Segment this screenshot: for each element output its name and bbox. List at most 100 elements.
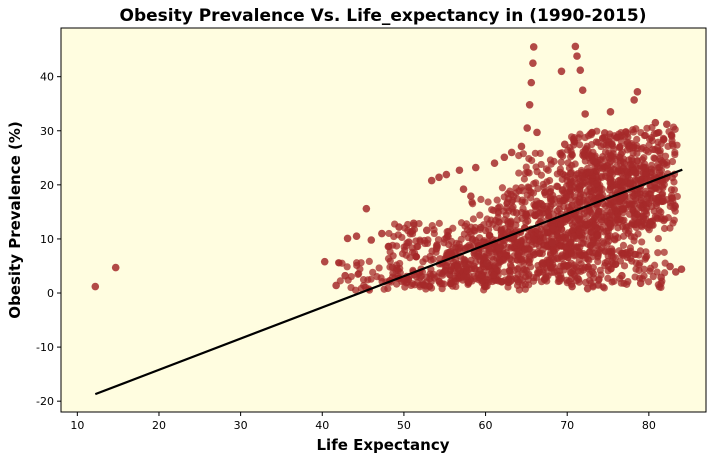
scatter-point xyxy=(406,230,414,238)
scatter-point xyxy=(656,163,664,171)
scatter-point xyxy=(600,228,608,236)
scatter-point xyxy=(564,159,572,167)
scatter-point xyxy=(320,257,329,266)
scatter-point xyxy=(343,234,352,243)
scatter-point xyxy=(594,231,602,239)
scatter-point xyxy=(442,170,451,179)
scatter-point xyxy=(364,276,372,284)
scatter-point xyxy=(547,160,555,168)
scatter-point xyxy=(352,232,361,241)
scatter-point xyxy=(656,155,664,163)
scatter-point xyxy=(541,222,549,231)
scatter-point xyxy=(504,217,512,226)
scatter-point xyxy=(537,237,545,245)
scatter-point xyxy=(627,179,635,187)
scatter-point xyxy=(524,217,532,225)
scatter-point xyxy=(343,263,351,271)
scatter-point xyxy=(417,272,425,281)
scatter-point xyxy=(644,148,652,156)
scatter-point xyxy=(491,216,500,225)
scatter-point xyxy=(655,128,663,137)
scatter-point xyxy=(532,206,540,214)
scatter-point xyxy=(630,96,638,104)
scatter-point xyxy=(435,173,443,182)
scatter-point xyxy=(525,101,534,109)
scatter-point xyxy=(500,207,508,215)
scatter-point xyxy=(460,255,468,264)
y-tick-label: 30 xyxy=(40,125,54,138)
scatter-point xyxy=(559,197,567,205)
scatter-point xyxy=(542,165,551,173)
scatter-point xyxy=(607,168,615,177)
scatter-point xyxy=(615,153,623,161)
scatter-point xyxy=(524,244,532,252)
scatter-point xyxy=(566,169,575,178)
scatter-point xyxy=(538,210,546,218)
scatter-point xyxy=(478,271,486,279)
scatter-point xyxy=(652,199,661,207)
scatter-point xyxy=(644,278,653,286)
scatter-point xyxy=(558,175,566,183)
scatter-point xyxy=(640,207,649,216)
scatter-point xyxy=(540,228,548,236)
scatter-point xyxy=(463,267,471,275)
scatter-point xyxy=(557,220,565,228)
scatter-point xyxy=(611,236,619,244)
scatter-point xyxy=(642,187,650,195)
scatter-point xyxy=(484,198,492,206)
scatter-point xyxy=(633,149,641,158)
x-axis-ticks: 10 20 30 40 50 60 70 80 xyxy=(70,412,656,432)
scatter-point xyxy=(530,236,539,244)
scatter-point xyxy=(641,131,650,139)
scatter-point xyxy=(660,197,668,205)
scatter-point xyxy=(367,236,376,244)
scatter-point xyxy=(663,120,671,129)
scatter-point xyxy=(597,271,605,279)
scatter-point xyxy=(457,219,466,227)
scatter-point xyxy=(494,209,502,217)
scatter-point xyxy=(651,261,659,269)
scatter-point xyxy=(401,224,409,232)
scatter-point xyxy=(616,195,624,203)
scatter-point xyxy=(525,259,533,267)
scatter-point xyxy=(386,263,394,271)
scatter-point xyxy=(625,156,633,164)
scatter-point xyxy=(634,219,642,227)
scatter-point xyxy=(576,141,584,149)
scatter-point xyxy=(549,224,557,233)
scatter-point xyxy=(445,270,454,279)
scatter-point xyxy=(620,279,628,288)
scatter-point xyxy=(523,124,531,132)
scatter-point xyxy=(608,247,617,255)
scatter-point xyxy=(568,282,576,291)
scatter-point xyxy=(562,216,570,224)
scatter-point xyxy=(574,199,582,207)
scatter-point xyxy=(638,238,646,246)
scatter-point xyxy=(408,280,417,288)
scatter-point xyxy=(677,265,686,274)
scatter-point xyxy=(638,145,646,153)
scatter-point xyxy=(574,216,582,224)
scatter-point xyxy=(588,140,596,149)
scatter-point xyxy=(490,159,499,168)
scatter-point xyxy=(577,166,586,175)
y-tick-label: 40 xyxy=(40,71,54,84)
scatter-point xyxy=(533,226,542,234)
scatter-point xyxy=(622,166,631,174)
scatter-point xyxy=(473,252,481,260)
scatter-point xyxy=(405,238,413,246)
scatter-point xyxy=(491,262,499,270)
scatter-point xyxy=(513,281,522,290)
scatter-point xyxy=(651,118,660,127)
scatter-point xyxy=(91,282,100,291)
scatter-point xyxy=(583,284,592,293)
scatter-point xyxy=(452,282,460,291)
scatter-point xyxy=(410,225,419,234)
scatter-point xyxy=(111,263,120,272)
scatter-point xyxy=(389,252,397,260)
scatter-point xyxy=(483,258,491,267)
scatter-point xyxy=(588,244,596,252)
scatter-point xyxy=(590,157,598,166)
scatter-point xyxy=(447,237,456,246)
x-tick-label: 60 xyxy=(479,419,493,432)
